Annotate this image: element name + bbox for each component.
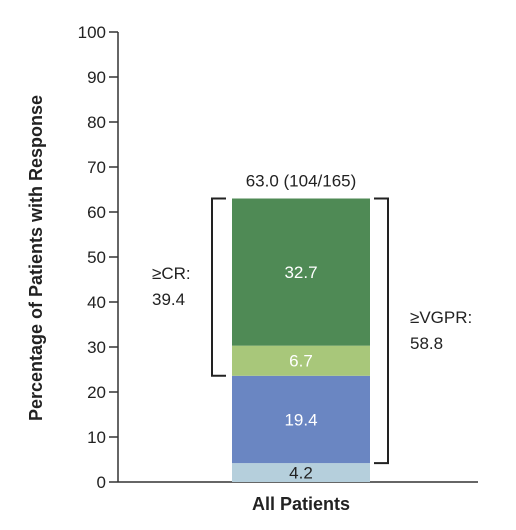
y-tick-label: 50	[87, 248, 106, 267]
segment-value-label: 19.4	[284, 410, 317, 429]
y-tick-label: 80	[87, 113, 106, 132]
y-tick-label: 0	[97, 473, 106, 492]
y-axis-title: Percentage of Patients with Response	[26, 95, 46, 421]
y-axis: 0 10 20 30 40 50 60 70 80 90 100	[78, 23, 478, 492]
segment-value-label: 6.7	[289, 352, 313, 371]
bracket-label: ≥CR:	[152, 264, 191, 283]
bracket-line	[374, 197, 389, 465]
stacked-bar: 4.2 19.4 6.7 32.7	[232, 198, 370, 483]
bracket-label: 58.8	[410, 334, 443, 353]
x-category-label: All Patients	[252, 494, 350, 514]
y-tick-label: 100	[78, 23, 106, 42]
bracket-line	[211, 197, 226, 377]
bar-segment	[232, 375, 370, 464]
bracket-label: ≥VGPR:	[410, 308, 472, 327]
y-tick-label: 60	[87, 203, 106, 222]
bar-total-label: 63.0 (104/165)	[246, 172, 357, 191]
bar-segment	[232, 345, 370, 376]
response-brackets: ≥CR: 39.4 ≥VGPR: 58.8	[152, 197, 472, 465]
segment-value-label: 32.7	[284, 263, 317, 282]
y-tick-label: 90	[87, 68, 106, 87]
bracket-label: 39.4	[152, 290, 185, 309]
y-tick-label: 30	[87, 338, 106, 357]
y-tick-label: 10	[87, 428, 106, 447]
bar-segment	[232, 463, 370, 482]
right-bracket: ≥VGPR: 58.8	[374, 197, 472, 465]
y-tick-label: 40	[87, 293, 106, 312]
bar-segment	[232, 198, 370, 346]
segment-value-label: 4.2	[289, 464, 313, 483]
y-tick-label: 20	[87, 383, 106, 402]
y-tick-label: 70	[87, 158, 106, 177]
left-bracket: ≥CR: 39.4	[152, 197, 226, 377]
